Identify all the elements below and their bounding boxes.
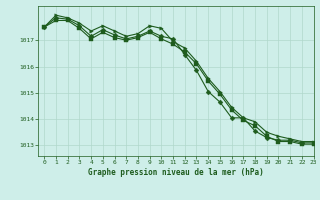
X-axis label: Graphe pression niveau de la mer (hPa): Graphe pression niveau de la mer (hPa) xyxy=(88,168,264,177)
